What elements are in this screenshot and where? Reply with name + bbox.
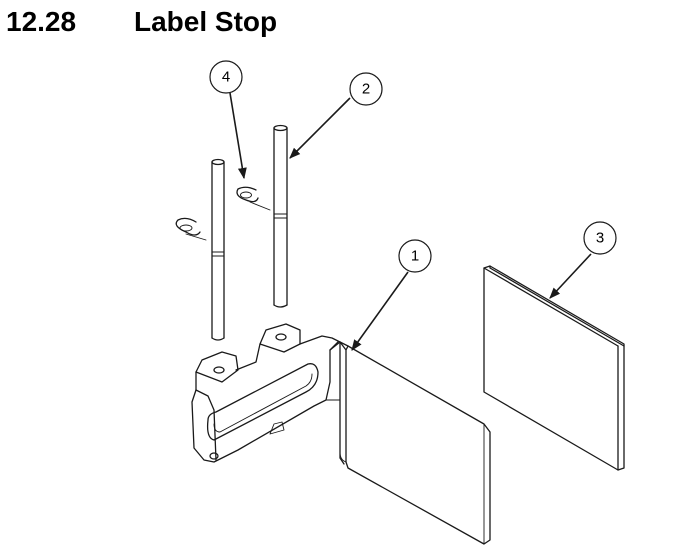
e-clip-left [175,217,207,241]
callout-4: 4 [209,60,243,94]
e-clip-right [236,186,271,211]
label-pad [483,265,625,471]
leader-4 [229,92,247,180]
shaft-left [211,158,225,341]
section-title: Label Stop [134,6,278,37]
section-heading: 12.28 Label Stop [6,2,277,42]
callout-2-label: 2 [362,81,370,98]
callout-3-label: 3 [596,230,604,247]
shaft-right [273,124,288,308]
leader-3 [549,253,592,299]
callout-2: 2 [349,72,383,106]
callout-4-label: 4 [222,69,230,86]
leader-2 [289,97,351,159]
callout-3: 3 [583,221,617,255]
section-number: 12.28 [6,6,77,37]
bracket [191,323,491,545]
callout-1: 1 [398,239,432,273]
leader-1 [351,271,409,351]
callout-1-label: 1 [411,248,419,265]
